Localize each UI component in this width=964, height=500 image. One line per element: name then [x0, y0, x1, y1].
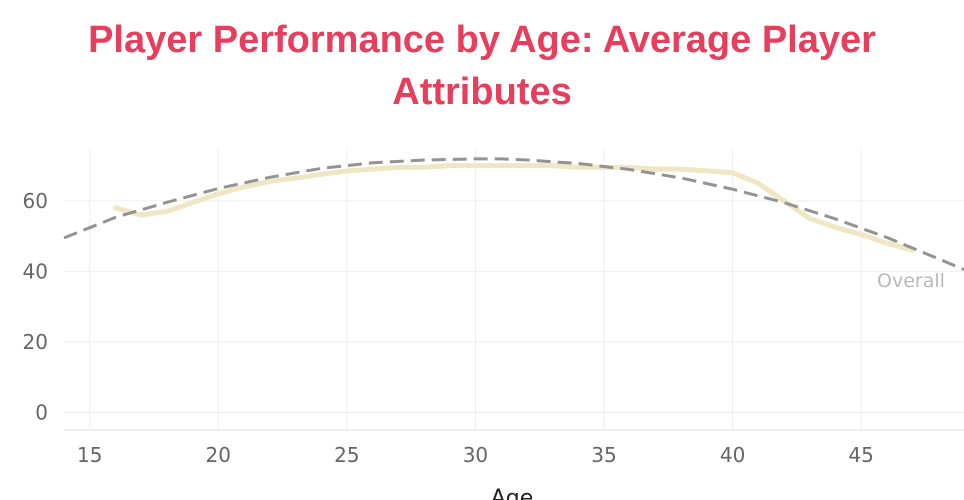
y-tick-label: 60 [23, 189, 48, 213]
y-tick-label: 20 [23, 330, 48, 354]
x-tick-label: 40 [720, 443, 745, 467]
y-tick-label: 0 [35, 400, 48, 424]
x-tick-label: 45 [848, 443, 873, 467]
chart-title: Player Performance by Age: Average Playe… [88, 19, 876, 113]
series-lines [63, 157, 964, 271]
x-axis-title: Age [491, 486, 534, 500]
x-tick-label: 25 [334, 443, 359, 467]
tick-labels: 15 20 25 30 35 40 45 0 20 40 60 [23, 189, 874, 467]
series-line-overall-trend [63, 157, 964, 271]
series-line-average [112, 163, 916, 253]
x-tick-label: 35 [591, 443, 616, 467]
y-tick-label: 40 [23, 259, 48, 283]
series-label-overall: Overall [877, 270, 945, 292]
grid-lines [64, 148, 964, 431]
x-tick-label: 20 [206, 443, 231, 467]
x-tick-label: 30 [463, 443, 488, 467]
x-tick-label: 15 [77, 443, 102, 467]
